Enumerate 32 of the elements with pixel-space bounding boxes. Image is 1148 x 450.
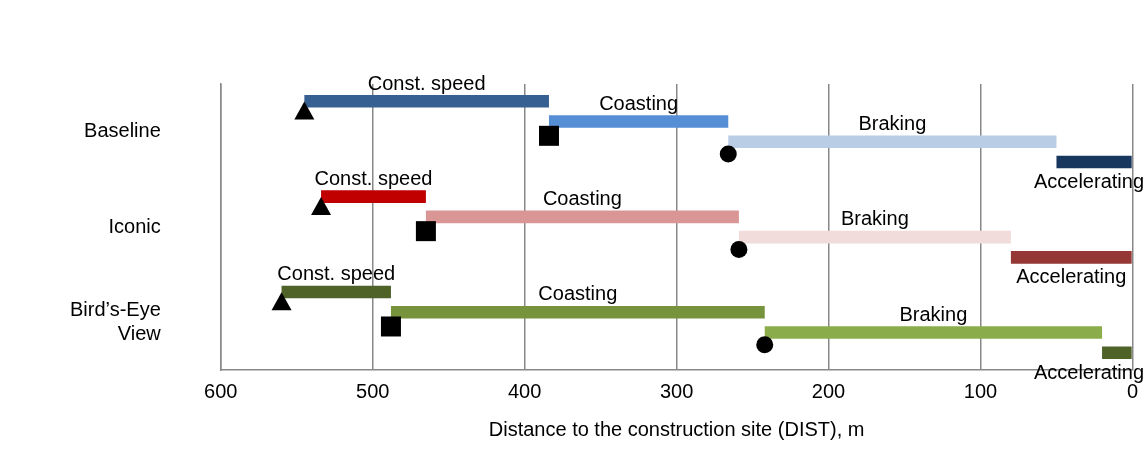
bar: [321, 190, 426, 203]
y-tick-label: Baseline: [84, 119, 161, 142]
bar: [548, 115, 729, 128]
bar: [390, 305, 765, 319]
series-label: Accelerating: [1016, 265, 1127, 288]
text: Braking: [858, 112, 927, 135]
series-label: Const. speed: [367, 71, 486, 94]
text: Accelerating: [1033, 360, 1144, 383]
bar: [728, 135, 1057, 149]
x-tick-label: 300: [659, 379, 694, 402]
bar: [1056, 155, 1132, 169]
y-tick-label: Bird’s-Eye View: [69, 297, 162, 344]
text: Coasting: [599, 91, 679, 114]
bar: [764, 326, 1103, 339]
bar: [304, 95, 549, 108]
text: Accelerating: [1033, 169, 1144, 192]
x-axis-title: Distance to the construction site (DIST), m: [488, 417, 865, 440]
bar: [738, 230, 1011, 244]
x-tick-label: 500: [356, 379, 390, 402]
x-tick-label: 100: [963, 379, 998, 402]
series-label: Coasting: [542, 187, 622, 210]
x-tick-label: 600: [204, 379, 238, 402]
y-tick-label: Iconic: [108, 214, 161, 237]
x-tick-label: 200: [811, 379, 846, 402]
text: Const. speed: [314, 166, 433, 189]
text: Const. speed: [277, 262, 396, 285]
series-label: Braking: [899, 302, 968, 325]
bar: [425, 210, 739, 224]
text: Coasting: [538, 282, 618, 305]
bar: [1010, 251, 1132, 264]
x-tick-label: 400: [507, 379, 542, 402]
text: Braking: [840, 207, 909, 230]
